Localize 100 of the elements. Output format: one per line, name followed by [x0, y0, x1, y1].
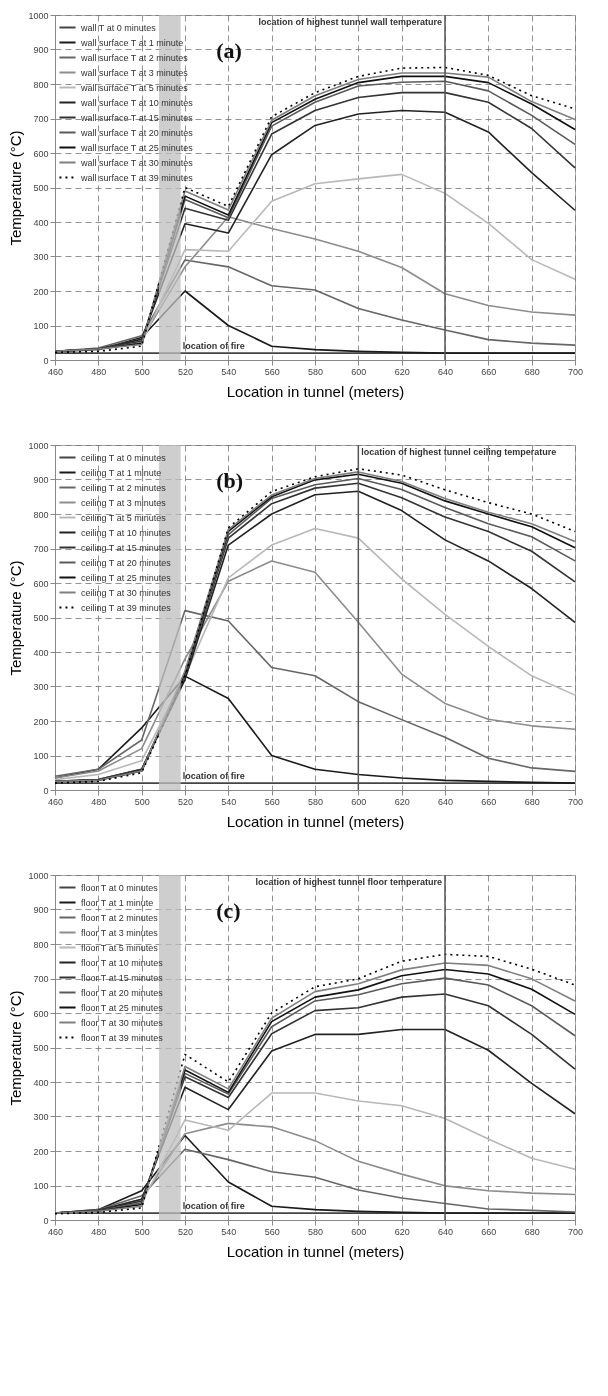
x-tick-label: 700: [567, 796, 584, 807]
legend-label: ceiling T at 30 minutes: [81, 587, 172, 598]
x-tick-label: 700: [567, 366, 584, 377]
x-tick-label: 660: [481, 1226, 497, 1237]
x-tick-label: 560: [264, 1226, 280, 1237]
legend-label: ceiling T at 10 minutes: [81, 527, 172, 538]
y-tick-label: 800: [33, 509, 49, 520]
x-tick-label: 680: [524, 366, 540, 377]
y-tick-label: 900: [33, 45, 49, 55]
legend-label: floor T at 10 minutes: [81, 957, 164, 968]
y-tick-label: 1000: [28, 870, 49, 881]
x-tick-label: 480: [91, 796, 107, 807]
legend-label: wall surface T at 25 minutes: [80, 142, 194, 153]
y-tick-label: 300: [33, 682, 49, 692]
x-tick-label: 680: [524, 1226, 540, 1237]
y-tick-label: 500: [33, 1043, 49, 1053]
y-tick-label: 500: [33, 183, 49, 193]
legend-label: floor T at 5 minutes: [81, 942, 159, 953]
y-tick-label: 500: [33, 613, 49, 623]
y-tick-label: 700: [33, 544, 49, 554]
x-tick-label: 580: [307, 796, 324, 807]
legend-label: floor T at 2 minutes: [81, 912, 159, 923]
x-axis-title: Location in tunnel (meters): [226, 1242, 405, 1260]
x-tick-label: 580: [307, 1226, 324, 1237]
x-tick-label: 660: [481, 366, 497, 377]
y-tick-label: 1000: [28, 10, 49, 21]
x-tick-label: 620: [394, 1226, 410, 1237]
x-tick-label: 460: [47, 1226, 64, 1237]
x-tick-label: 680: [524, 796, 540, 807]
y-axis-title: Temperature (°C): [7, 130, 25, 246]
legend-label: floor T at 25 minutes: [81, 1002, 164, 1013]
y-tick-label: 200: [33, 1146, 49, 1157]
y-tick-label: 400: [33, 217, 49, 228]
y-tick-label: 700: [33, 114, 49, 124]
x-axis-title: Location in tunnel (meters): [226, 812, 405, 830]
ref-line-label: location of highest tunnel ceiling temperature: [361, 447, 557, 457]
legend-label: wall surface T at 5 minutes: [80, 82, 189, 93]
legend-label: floor T at 3 minutes: [81, 927, 159, 938]
y-tick-label: 200: [33, 716, 49, 727]
x-tick-label: 500: [134, 366, 150, 377]
legend-label: wall surface T at 39 minutes: [80, 172, 194, 183]
y-tick-label: 400: [33, 1077, 49, 1088]
y-axis-title: Temperature (°C): [7, 990, 25, 1106]
x-tick-label: 460: [47, 366, 64, 377]
legend-label: wall T at 0 minutes: [80, 22, 157, 33]
legend-label: wall surface T at 15 minutes: [80, 112, 194, 123]
legend-label: ceiling T at 25 minutes: [81, 572, 172, 583]
band-label: location of fire: [182, 771, 245, 782]
ref-line-label: location of highest tunnel floor temperature: [255, 877, 442, 887]
legend-label: ceiling T at 0 minutes: [81, 452, 167, 463]
legend-label: wall surface T at 30 minutes: [80, 157, 194, 168]
legend-label: floor T at 20 minutes: [81, 987, 164, 998]
y-tick-label: 0: [43, 785, 49, 796]
x-tick-label: 640: [437, 796, 454, 807]
y-tick-label: 800: [33, 79, 49, 90]
x-tick-label: 620: [394, 366, 410, 377]
x-tick-label: 480: [91, 1226, 107, 1237]
ref-line-label: location of highest tunnel wall temperature: [258, 17, 442, 27]
y-tick-label: 100: [33, 321, 49, 331]
legend-label: wall surface T at 3 minutes: [80, 67, 189, 78]
legend-label: ceiling T at 2 minutes: [81, 482, 167, 493]
y-tick-label: 900: [33, 905, 49, 915]
x-tick-label: 580: [307, 366, 324, 377]
y-tick-label: 400: [33, 647, 49, 658]
band-label: location of fire: [182, 1201, 245, 1212]
x-tick-label: 520: [177, 366, 194, 377]
legend-label: ceiling T at 5 minutes: [81, 512, 167, 523]
x-tick-label: 540: [221, 366, 237, 377]
x-tick-label: 500: [134, 1226, 150, 1237]
y-tick-label: 1000: [28, 440, 49, 451]
x-tick-label: 600: [351, 1226, 367, 1237]
y-tick-label: 200: [33, 286, 49, 297]
x-tick-label: 480: [91, 366, 107, 377]
x-tick-label: 520: [177, 796, 194, 807]
y-axis-title: Temperature (°C): [7, 560, 25, 676]
text: (c): [216, 898, 241, 923]
x-tick-label: 660: [481, 796, 497, 807]
x-tick-label: 640: [437, 366, 454, 377]
legend-label: floor T at 0 minutes: [81, 882, 159, 893]
x-tick-label: 620: [394, 796, 410, 807]
x-tick-label: 540: [221, 796, 237, 807]
x-tick-label: 700: [567, 1226, 584, 1237]
text: (a): [216, 38, 242, 63]
y-tick-label: 600: [33, 1008, 49, 1019]
legend-label: floor T at 15 minutes: [81, 972, 164, 983]
text: (b): [216, 468, 244, 493]
legend-label: wall surface T at 2 minutes: [80, 52, 189, 63]
x-tick-label: 600: [351, 366, 367, 377]
legend-label: floor T at 1 minute: [81, 897, 154, 908]
x-tick-label: 560: [264, 796, 280, 807]
y-tick-label: 100: [33, 1181, 49, 1191]
y-tick-label: 300: [33, 1112, 49, 1122]
x-tick-label: 560: [264, 366, 280, 377]
band-label: location of fire: [182, 341, 245, 352]
y-tick-label: 800: [33, 939, 49, 950]
y-tick-label: 600: [33, 578, 49, 589]
legend-label: ceiling T at 1 minute: [81, 467, 162, 478]
x-tick-label: 500: [134, 796, 150, 807]
x-tick-label: 640: [437, 1226, 454, 1237]
legend-label: ceiling T at 3 minutes: [81, 497, 167, 508]
